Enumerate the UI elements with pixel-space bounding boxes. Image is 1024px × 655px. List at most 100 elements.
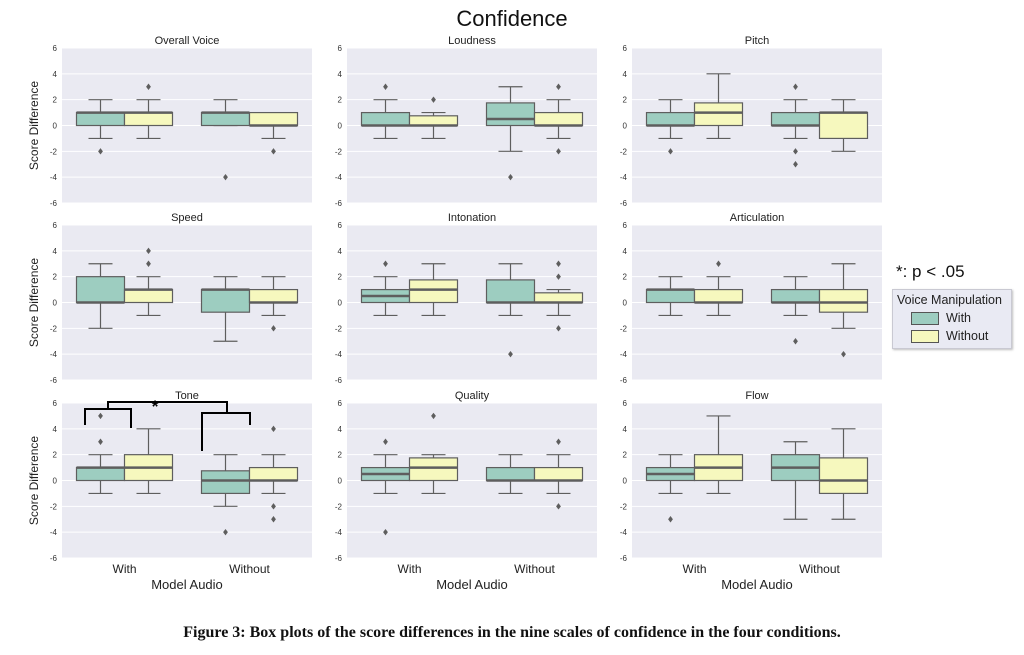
x-axis-label: Model Audio bbox=[436, 577, 508, 592]
panel-title: Quality bbox=[455, 390, 490, 402]
y-tick-label: -2 bbox=[335, 324, 343, 333]
box-with-without bbox=[485, 263, 536, 358]
panel-title: Overall Voice bbox=[155, 35, 220, 47]
box-body bbox=[485, 102, 536, 127]
box-body bbox=[533, 292, 584, 304]
box-without-with bbox=[408, 412, 459, 495]
box-without-without bbox=[248, 111, 299, 155]
panel-pitch: 6 4 2 0 -2 -4 -6 Pitch bbox=[620, 35, 882, 208]
y-axis-label: Score Difference bbox=[27, 81, 41, 170]
panel-loudness: 6 4 2 0 -2 -4 -6 Loudness bbox=[335, 35, 597, 208]
x-tick-label: With bbox=[683, 562, 707, 576]
box-body bbox=[123, 111, 174, 127]
box-with-without bbox=[485, 86, 536, 181]
outlier-point bbox=[271, 325, 276, 332]
box-without-with bbox=[693, 415, 744, 495]
outlier-point bbox=[556, 148, 561, 155]
y-axis-label: Score Difference bbox=[27, 436, 41, 525]
box-body bbox=[818, 457, 869, 495]
y-tick-label: -4 bbox=[620, 173, 628, 182]
y-tick-label: 4 bbox=[623, 247, 628, 256]
outlier-point bbox=[98, 412, 103, 420]
y-tick-label: 6 bbox=[338, 221, 343, 230]
y-tick-label: -4 bbox=[620, 350, 628, 359]
outlier-point bbox=[716, 260, 721, 267]
panel-title: Loudness bbox=[448, 35, 496, 47]
y-tick-label: 2 bbox=[623, 96, 628, 105]
y-tick-label: -6 bbox=[620, 554, 628, 563]
y-tick-label: -2 bbox=[50, 502, 58, 511]
outlier-point bbox=[556, 83, 561, 90]
y-tick-label: 6 bbox=[623, 221, 628, 230]
box-without-without bbox=[533, 260, 584, 332]
box-body bbox=[75, 466, 126, 482]
panel-title: Speed bbox=[171, 212, 203, 224]
y-tick-label: 4 bbox=[338, 70, 343, 79]
box-without-without bbox=[818, 263, 869, 358]
box-with-with bbox=[360, 83, 411, 140]
panel-title: Pitch bbox=[745, 35, 769, 47]
figure-caption: Figure 3: Box plots of the score differe… bbox=[183, 624, 841, 641]
significance-bracket: * bbox=[84, 397, 251, 451]
outlier-point bbox=[508, 173, 513, 181]
box-with-without bbox=[770, 83, 821, 168]
box-body bbox=[645, 111, 696, 127]
panel-title: Flow bbox=[745, 390, 768, 402]
y-tick-label: 2 bbox=[53, 273, 58, 282]
y-tick-label: 0 bbox=[623, 477, 628, 486]
outlier-point bbox=[223, 528, 228, 536]
box-without-without bbox=[818, 99, 869, 152]
box-body bbox=[200, 111, 251, 127]
y-tick-label: -4 bbox=[335, 350, 343, 359]
y-tick-label: 2 bbox=[53, 451, 58, 460]
outlier-point bbox=[98, 148, 103, 155]
box-without-without bbox=[818, 428, 869, 520]
x-tick-label: With bbox=[113, 562, 137, 576]
y-tick-label: 2 bbox=[338, 96, 343, 105]
y-tick-label: -6 bbox=[335, 376, 343, 385]
outlier-point bbox=[668, 148, 673, 155]
panel-overall-voice: 6 4 2 0 -2 -4 -6 Overall Voice Score Difference bbox=[27, 35, 312, 208]
y-tick-label: 0 bbox=[53, 299, 58, 308]
figure-canvas: 6 4 2 0 -2 -4 -6 Overall Voice Score Difference 6… bbox=[27, 35, 882, 592]
box-without-without bbox=[248, 425, 299, 523]
y-tick-label: 2 bbox=[623, 273, 628, 282]
y-tick-label: -4 bbox=[620, 528, 628, 537]
y-tick-label: 0 bbox=[338, 299, 343, 308]
outlier-point bbox=[223, 173, 228, 181]
y-tick-label: -6 bbox=[620, 376, 628, 385]
y-tick-label: 0 bbox=[53, 477, 58, 486]
y-tick-label: 4 bbox=[338, 247, 343, 256]
legend-title: Voice Manipulation bbox=[897, 293, 1002, 307]
outlier-point bbox=[271, 425, 276, 433]
outlier-point bbox=[146, 260, 151, 267]
y-tick-label: 2 bbox=[623, 451, 628, 460]
box-body bbox=[75, 111, 126, 127]
box-without-with bbox=[123, 247, 174, 317]
y-tick-label: 6 bbox=[338, 44, 343, 53]
box-body bbox=[770, 111, 821, 127]
box-without-with bbox=[693, 260, 744, 317]
outlier-point bbox=[793, 83, 798, 90]
y-tick-label: 6 bbox=[623, 44, 628, 53]
y-tick-label: -4 bbox=[50, 350, 58, 359]
y-tick-label: -6 bbox=[335, 554, 343, 563]
outlier-point bbox=[98, 438, 103, 445]
panel-quality: 6 4 2 0 -2 -4 -6 Quality With Without Model Audio bbox=[335, 390, 597, 592]
outlier-point bbox=[383, 438, 388, 445]
legend: Voice Manipulation With Without bbox=[892, 289, 1012, 349]
y-tick-label: -4 bbox=[335, 173, 343, 182]
x-tick-label: Without bbox=[229, 562, 270, 576]
y-tick-label: -2 bbox=[50, 147, 58, 156]
x-axis-label: Model Audio bbox=[721, 577, 793, 592]
y-tick-label: 6 bbox=[53, 399, 58, 408]
legend-label-with: With bbox=[946, 311, 971, 325]
legend-swatch-with bbox=[911, 312, 939, 325]
box-body bbox=[770, 288, 821, 304]
box-with-without bbox=[200, 99, 251, 181]
y-tick-label: -6 bbox=[50, 376, 58, 385]
y-tick-label: 0 bbox=[623, 299, 628, 308]
x-tick-label: Without bbox=[514, 562, 555, 576]
box-body bbox=[408, 115, 459, 127]
box-with-with bbox=[360, 260, 411, 317]
